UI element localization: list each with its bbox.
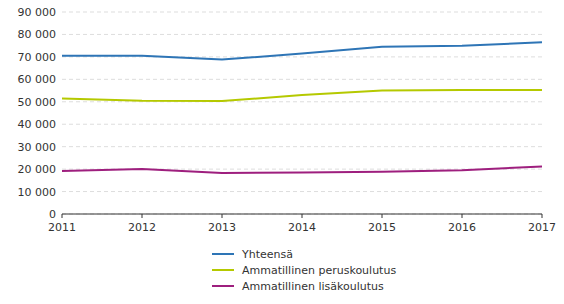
legend-swatch [212,285,234,287]
x-tick [142,214,143,218]
series-lines [62,42,542,173]
grid-line [62,124,542,125]
x-tick [382,214,383,218]
series-line [62,42,542,59]
grid [62,12,542,214]
legend-label: Ammatillinen peruskoulutus [242,264,396,277]
legend-swatch [212,269,234,271]
x-tick-label: 2015 [368,221,396,234]
series-line [62,166,542,173]
x-axis: 2011 2012 2013 2014 2015 2016 2017 [48,214,556,234]
chart: 0 10 000 20 000 30 000 40 000 50 000 60 000 70 … [0,0,564,304]
y-tick-label: 50 000 [18,96,57,109]
legend-label: Ammatillinen lisäkoulutus [242,280,384,293]
y-tick-label: 0 [49,208,56,221]
series-line [62,90,542,101]
x-tick-label: 2012 [128,221,156,234]
x-tick-label: 2017 [528,221,556,234]
y-tick-label: 90 000 [18,6,57,19]
y-tick-label: 20 000 [18,163,57,176]
grid-line [62,79,542,80]
x-tick-label: 2013 [208,221,236,234]
x-tick-label: 2011 [48,221,76,234]
x-tick [462,214,463,218]
x-tick-label: 2014 [288,221,316,234]
grid-line [62,34,542,35]
x-tick [222,214,223,218]
y-axis: 0 10 000 20 000 30 000 40 000 50 000 60 000 70 … [18,6,57,221]
y-tick-label: 30 000 [18,141,57,154]
x-tick [302,214,303,218]
x-tick [542,214,543,218]
grid-line [62,146,542,147]
grid-line [62,12,542,13]
y-tick-label: 40 000 [18,118,57,131]
grid-line [62,191,542,192]
legend-swatch [212,253,234,255]
legend: Yhteensä Ammatillinen peruskoulutus Ammati… [212,248,396,293]
x-tick [62,214,63,218]
x-tick-label: 2016 [448,221,476,234]
legend-label: Yhteensä [241,248,293,261]
y-tick-label: 70 000 [18,51,57,64]
y-tick-label: 10 000 [18,186,57,199]
y-tick-label: 80 000 [18,28,57,41]
y-tick-label: 60 000 [18,73,57,86]
